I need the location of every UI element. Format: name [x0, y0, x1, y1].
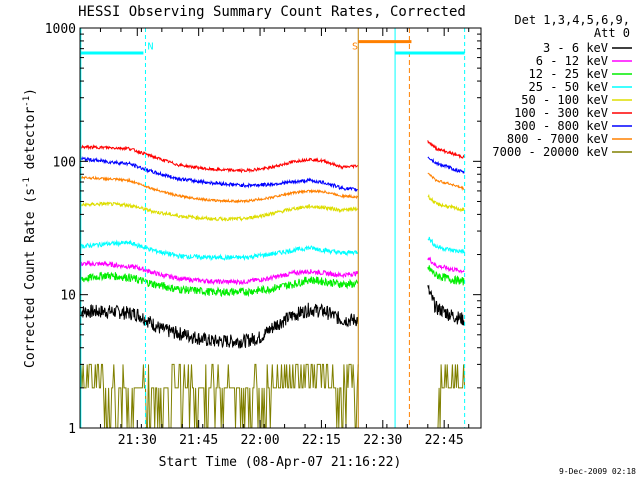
legend-label: 100 - 300 keV [514, 106, 608, 120]
x-tick-label: 22:15 [302, 433, 341, 448]
footer-date: 9-Dec-2009 02:18 [559, 467, 636, 476]
x-tick-label: 21:45 [179, 433, 218, 448]
series-layer [79, 140, 466, 429]
legend-label: 300 - 800 keV [514, 119, 608, 133]
y-axis-label-sup-1: -1 [22, 177, 32, 188]
flag-label-s: S [352, 41, 358, 52]
x-tick-label: 21:30 [118, 433, 157, 448]
y-tick-label: 1000 [45, 22, 76, 37]
flag-label-n: N [147, 41, 153, 52]
series-6-12-kev [79, 256, 465, 286]
series-300-800-kev [79, 156, 465, 193]
legend-label: 6 - 12 keV [536, 54, 608, 68]
x-tick-label: 22:30 [363, 433, 402, 448]
y-axis-label-main: Corrected Count Rate (s [23, 188, 38, 368]
plot-frame [79, 27, 482, 429]
series-800-7000-kev [79, 172, 465, 204]
series-7000-20000-kev [80, 363, 466, 429]
series-50-100-kev [79, 193, 465, 222]
legend-label: 800 - 7000 keV [507, 132, 608, 146]
legend-label: 12 - 25 keV [529, 67, 608, 81]
axis-ticks: 21:30 21:45 22:00 22:15 22:30 22:45 1 10 100 1000 [45, 22, 481, 448]
x-tick-label: 22:00 [240, 433, 279, 448]
y-axis-label-mid: detector [23, 107, 38, 178]
y-axis-label: Corrected Count Rate (s-1 detector-1) [22, 88, 38, 368]
legend-label: 3 - 6 keV [543, 41, 608, 55]
y-axis-label-end: ) [23, 88, 38, 96]
legend-label: 7000 - 20000 keV [492, 145, 608, 159]
y-axis-label-sup-2: -1 [22, 96, 32, 107]
y-tick-label: 100 [53, 155, 76, 170]
legend-label: 25 - 50 keV [529, 80, 608, 94]
y-tick-label: 10 [60, 289, 76, 304]
series-3-6-kev [79, 284, 465, 349]
series-12-25-kev [79, 265, 465, 298]
x-tick-label: 22:45 [425, 433, 464, 448]
series-25-50-kev [79, 236, 465, 262]
x-axis-label: Start Time (08-Apr-07 21:16:22) [159, 455, 402, 470]
legend-header-attenuator: Att 0 [594, 26, 630, 40]
chart-title: HESSI Observing Summary Count Rates, Cor… [78, 4, 466, 20]
legend-label: 50 - 100 keV [521, 93, 608, 107]
y-tick-label: 1 [68, 422, 76, 437]
legend-header-detectors: Det 1,3,4,5,6,9, [514, 13, 630, 27]
series-100-300-kev [79, 140, 465, 174]
